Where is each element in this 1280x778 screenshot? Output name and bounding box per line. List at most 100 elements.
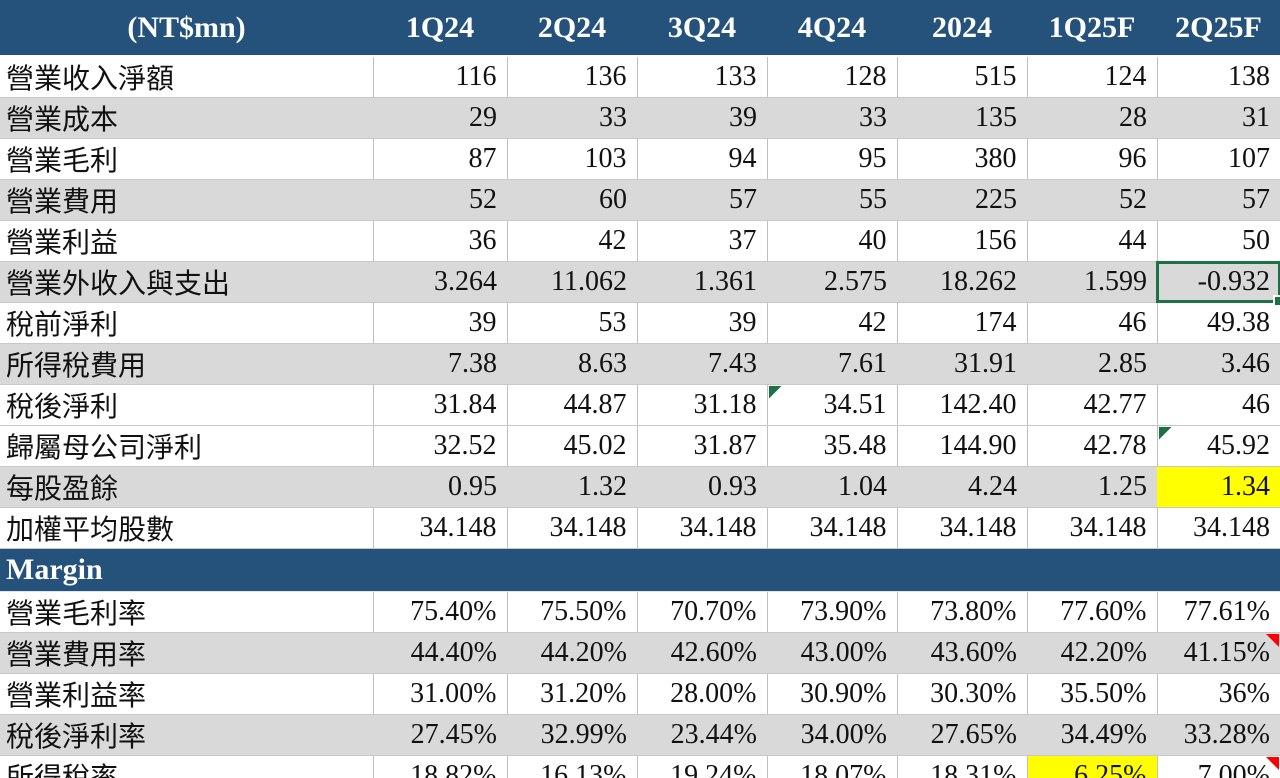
- table-cell[interactable]: 7.00%: [1157, 755, 1280, 778]
- table-cell[interactable]: 18.31%: [897, 755, 1028, 778]
- table-cell[interactable]: 36%: [1157, 673, 1280, 715]
- table-cell[interactable]: 44.87: [507, 384, 638, 426]
- unit-header-cell[interactable]: (NT$mn): [0, 0, 373, 57]
- table-cell[interactable]: 1.599: [1027, 261, 1157, 303]
- table-cell[interactable]: 6.25%: [1027, 755, 1158, 778]
- row-label[interactable]: 歸屬母公司淨利: [0, 425, 374, 467]
- table-cell[interactable]: 133: [637, 56, 768, 98]
- column-header-1q24[interactable]: 1Q24: [373, 0, 507, 57]
- column-header-2024[interactable]: 2024: [897, 0, 1027, 57]
- table-cell[interactable]: 42.78: [1027, 425, 1158, 467]
- row-label[interactable]: 營業費用: [0, 179, 373, 221]
- table-cell[interactable]: 34.148: [1157, 507, 1280, 549]
- table-cell[interactable]: 19.24%: [637, 755, 768, 778]
- table-cell[interactable]: 40: [767, 220, 898, 262]
- table-cell[interactable]: 34.148: [1027, 507, 1158, 549]
- table-cell[interactable]: 0.93: [637, 466, 767, 508]
- row-label[interactable]: 營業利益: [0, 220, 374, 262]
- row-label[interactable]: 所得稅費用: [0, 343, 373, 385]
- table-cell[interactable]: 73.80%: [897, 591, 1028, 633]
- table-cell[interactable]: 43.00%: [767, 632, 897, 674]
- table-cell[interactable]: 46: [1157, 384, 1280, 426]
- table-cell[interactable]: 23.44%: [637, 714, 767, 756]
- table-cell[interactable]: 138: [1157, 56, 1280, 98]
- table-cell[interactable]: 32.99%: [507, 714, 637, 756]
- table-cell[interactable]: 34.148: [507, 507, 638, 549]
- table-cell[interactable]: 16.13%: [507, 755, 638, 778]
- table-cell[interactable]: 30.30%: [897, 673, 1028, 715]
- row-label[interactable]: 每股盈餘: [0, 466, 373, 508]
- table-cell[interactable]: 27.65%: [897, 714, 1027, 756]
- row-label[interactable]: 營業收入淨額: [0, 56, 374, 98]
- table-cell[interactable]: 31.00%: [373, 673, 508, 715]
- column-header-1q25f[interactable]: 1Q25F: [1027, 0, 1157, 57]
- table-cell[interactable]: 42.77: [1027, 384, 1158, 426]
- table-cell[interactable]: 34.51: [767, 384, 898, 426]
- table-cell[interactable]: 33: [507, 97, 637, 139]
- table-cell[interactable]: 28.00%: [637, 673, 768, 715]
- table-cell[interactable]: 136: [507, 56, 638, 98]
- table-cell[interactable]: 2.85: [1027, 343, 1157, 385]
- table-cell[interactable]: 1.34: [1157, 466, 1280, 508]
- table-cell[interactable]: 39: [637, 97, 767, 139]
- table-cell[interactable]: 31.87: [637, 425, 768, 467]
- table-cell[interactable]: 3.46: [1157, 343, 1280, 385]
- table-cell[interactable]: 124: [1027, 56, 1158, 98]
- table-cell[interactable]: 77.61%: [1157, 591, 1280, 633]
- table-cell[interactable]: 87: [373, 138, 508, 180]
- column-header-2q24[interactable]: 2Q24: [507, 0, 637, 57]
- table-cell[interactable]: 46: [1027, 302, 1158, 344]
- table-cell[interactable]: 3.264: [373, 261, 507, 303]
- table-cell[interactable]: 18.07%: [767, 755, 898, 778]
- table-cell[interactable]: 515: [897, 56, 1028, 98]
- table-cell[interactable]: 31.84: [373, 384, 508, 426]
- table-cell[interactable]: 2.575: [767, 261, 897, 303]
- table-cell[interactable]: 135: [897, 97, 1027, 139]
- table-cell[interactable]: 31.20%: [507, 673, 638, 715]
- table-cell[interactable]: 34.00%: [767, 714, 897, 756]
- table-cell[interactable]: 103: [507, 138, 638, 180]
- table-cell[interactable]: 70.70%: [637, 591, 768, 633]
- table-cell[interactable]: 49.38: [1157, 302, 1280, 344]
- table-cell[interactable]: 31: [1157, 97, 1280, 139]
- row-label[interactable]: 稅前淨利: [0, 302, 374, 344]
- table-cell[interactable]: 7.61: [767, 343, 897, 385]
- table-cell[interactable]: 27.45%: [373, 714, 507, 756]
- table-cell[interactable]: 96: [1027, 138, 1158, 180]
- table-cell[interactable]: 107: [1157, 138, 1280, 180]
- table-cell[interactable]: 7.43: [637, 343, 767, 385]
- table-cell[interactable]: 8.63: [507, 343, 637, 385]
- table-cell[interactable]: 11.062: [507, 261, 637, 303]
- table-cell[interactable]: 45.92: [1157, 425, 1280, 467]
- table-cell[interactable]: 30.90%: [767, 673, 898, 715]
- table-cell[interactable]: 95: [767, 138, 898, 180]
- table-cell[interactable]: 45.02: [507, 425, 638, 467]
- table-cell[interactable]: 35.50%: [1027, 673, 1158, 715]
- table-cell[interactable]: 225: [897, 179, 1027, 221]
- column-header-4q24[interactable]: 4Q24: [767, 0, 897, 57]
- table-cell[interactable]: 44: [1027, 220, 1158, 262]
- row-label[interactable]: 營業毛利率: [0, 591, 374, 633]
- table-cell[interactable]: 156: [897, 220, 1028, 262]
- table-cell[interactable]: 57: [1157, 179, 1280, 221]
- table-cell[interactable]: 52: [1027, 179, 1157, 221]
- table-cell[interactable]: 42.20%: [1027, 632, 1157, 674]
- table-cell[interactable]: 60: [507, 179, 637, 221]
- table-cell[interactable]: 29: [373, 97, 507, 139]
- table-cell[interactable]: 57: [637, 179, 767, 221]
- table-cell[interactable]: 39: [637, 302, 768, 344]
- table-cell[interactable]: 380: [897, 138, 1028, 180]
- table-cell[interactable]: 1.361: [637, 261, 767, 303]
- table-cell[interactable]: 43.60%: [897, 632, 1027, 674]
- row-label[interactable]: 營業毛利: [0, 138, 374, 180]
- row-label[interactable]: 營業利益率: [0, 673, 374, 715]
- table-cell[interactable]: 128: [767, 56, 898, 98]
- table-cell[interactable]: 34.49%: [1027, 714, 1157, 756]
- table-cell[interactable]: 0.95: [373, 466, 507, 508]
- row-label[interactable]: 稅後淨利率: [0, 714, 373, 756]
- row-label[interactable]: 營業外收入與支出: [0, 261, 373, 303]
- table-cell[interactable]: 44.40%: [373, 632, 507, 674]
- row-label[interactable]: 加權平均股數: [0, 507, 374, 549]
- table-cell[interactable]: 33: [767, 97, 897, 139]
- table-cell[interactable]: 34.148: [767, 507, 898, 549]
